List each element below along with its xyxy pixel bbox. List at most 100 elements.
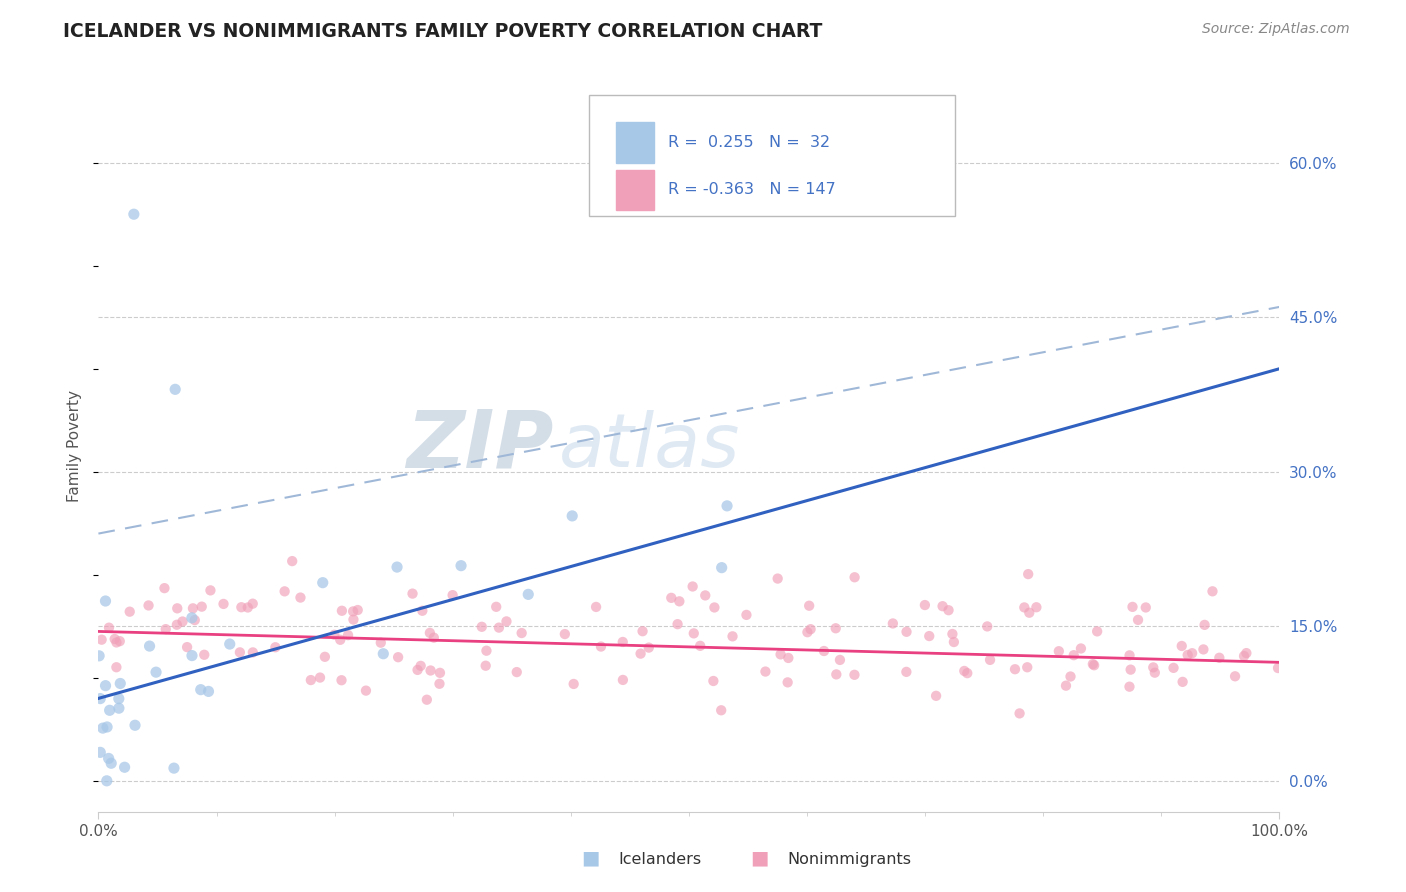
Point (236, 600, 259, 615)
Point (1054, 679, 1077, 693)
Point (485, 599, 508, 614)
Point (1008, 706, 1031, 721)
Point (1192, 642, 1215, 657)
Point (1059, 669, 1081, 683)
Point (90, 632, 112, 647)
Point (153, 581, 176, 595)
Point (181, 648, 204, 663)
Point (510, 626, 533, 640)
Point (1234, 646, 1257, 660)
Text: Icelanders: Icelanders (619, 852, 702, 867)
Point (193, 648, 215, 662)
Text: R = -0.363   N = 147: R = -0.363 N = 147 (668, 183, 835, 197)
Point (429, 677, 451, 691)
Point (800, 622, 823, 636)
Point (181, 601, 204, 615)
Point (337, 628, 360, 642)
Point (124, 718, 146, 732)
Point (104, 632, 127, 646)
Point (1267, 661, 1289, 675)
Point (110, 676, 132, 690)
Point (441, 588, 464, 602)
Point (114, 760, 136, 774)
Point (108, 701, 131, 715)
Point (329, 632, 352, 647)
Point (429, 665, 451, 680)
Point (273, 584, 295, 599)
Point (1119, 663, 1142, 677)
Point (778, 651, 800, 665)
Point (163, 761, 186, 775)
Point (562, 677, 585, 691)
Point (1126, 613, 1149, 627)
Point (942, 635, 965, 649)
Point (1004, 662, 1026, 676)
Point (682, 580, 704, 594)
Point (1170, 639, 1192, 653)
Point (828, 653, 851, 667)
Point (264, 640, 287, 655)
Point (585, 599, 607, 614)
Point (630, 647, 652, 661)
Point (953, 664, 976, 678)
Point (100, 756, 122, 771)
Point (108, 634, 131, 648)
Point (956, 666, 979, 681)
Point (406, 663, 429, 677)
Point (1121, 599, 1143, 614)
Point (710, 560, 733, 574)
Point (229, 645, 252, 659)
Point (166, 617, 188, 632)
Point (1047, 644, 1070, 658)
Point (155, 622, 177, 636)
Point (450, 558, 472, 573)
Point (370, 636, 392, 650)
Point (1014, 600, 1036, 615)
Point (98, 621, 121, 635)
Point (242, 597, 264, 611)
Point (710, 703, 733, 717)
Text: Nonimmigrants: Nonimmigrants (787, 852, 911, 867)
Point (721, 629, 744, 643)
Point (1163, 661, 1185, 675)
Point (735, 607, 758, 622)
Point (1171, 674, 1194, 689)
Text: ICELANDER VS NONIMMIGRANTS FAMILY POVERTY CORRELATION CHART: ICELANDER VS NONIMMIGRANTS FAMILY POVERT… (63, 22, 823, 41)
Point (796, 625, 818, 640)
Point (96, 720, 118, 734)
Point (190, 682, 212, 697)
Text: ■: ■ (581, 848, 600, 867)
Point (423, 631, 446, 645)
Point (419, 664, 441, 678)
Point (242, 645, 264, 659)
Point (471, 620, 494, 634)
Point (1081, 657, 1104, 672)
Point (506, 665, 529, 679)
Point (659, 591, 682, 605)
Point (218, 637, 240, 651)
Y-axis label: Family Poverty: Family Poverty (67, 390, 83, 502)
Point (312, 575, 335, 590)
Point (346, 603, 368, 617)
Point (474, 658, 496, 673)
Point (97, 751, 120, 765)
Point (825, 667, 848, 681)
Point (1063, 648, 1085, 663)
Point (342, 613, 364, 627)
FancyBboxPatch shape (616, 122, 654, 162)
Point (330, 673, 353, 688)
Point (1070, 641, 1092, 656)
Point (1083, 658, 1105, 673)
Point (896, 665, 918, 679)
Point (896, 624, 918, 639)
Point (925, 689, 948, 703)
Point (342, 604, 364, 618)
Point (118, 605, 141, 619)
Point (931, 599, 953, 614)
Point (373, 647, 395, 661)
Point (1018, 606, 1040, 620)
Point (212, 597, 235, 611)
Point (495, 615, 517, 629)
Point (769, 648, 792, 662)
Point (122, 207, 145, 221)
